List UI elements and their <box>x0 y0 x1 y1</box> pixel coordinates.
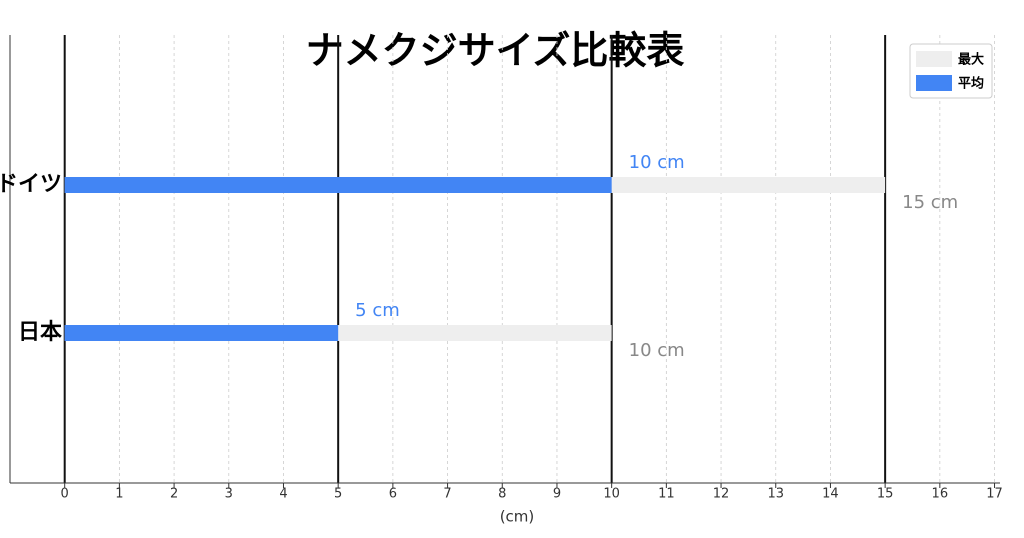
data-label: 5 cm <box>355 300 400 321</box>
x-tick-label: 4 <box>279 487 287 502</box>
x-tick-label: 0 <box>61 487 69 502</box>
data-label: 10 cm <box>629 340 685 361</box>
x-tick-label: 11 <box>658 487 675 502</box>
x-tick-label: 2 <box>170 487 178 502</box>
legend-swatch <box>916 51 952 67</box>
y-tick-label: 日本 <box>18 320 62 345</box>
x-axis-label: (cm) <box>500 508 535 526</box>
x-tick-label: 15 <box>877 487 894 502</box>
legend-label: 平均 <box>958 76 984 92</box>
x-tick-label: 3 <box>225 487 233 502</box>
data-label: 15 cm <box>902 192 958 213</box>
x-tick-label: 5 <box>334 487 342 502</box>
x-tick-label: 17 <box>986 487 1003 502</box>
bar <box>64 325 339 341</box>
data-label: 10 cm <box>629 152 685 173</box>
legend-label: 最大 <box>958 52 984 68</box>
y-tick-label: ドイツ <box>0 172 62 197</box>
x-tick-label: 12 <box>713 487 730 502</box>
legend-swatch <box>916 75 952 91</box>
x-tick-label: 14 <box>822 487 839 502</box>
x-tick-label: 10 <box>603 487 620 502</box>
bar <box>64 177 612 193</box>
x-tick-label: 8 <box>498 487 506 502</box>
x-tick-label: 1 <box>115 487 123 502</box>
x-tick-label: 13 <box>767 487 784 502</box>
chart-title: ナメクジサイズ比較表 <box>306 29 685 73</box>
x-tick-label: 7 <box>443 487 451 502</box>
x-tick-label: 16 <box>932 487 949 502</box>
x-tick-label: 6 <box>389 487 397 502</box>
x-tick-label: 9 <box>553 487 561 502</box>
